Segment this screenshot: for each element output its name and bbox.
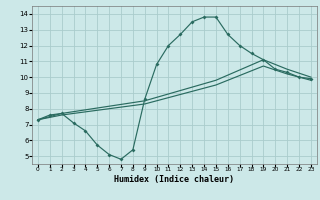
X-axis label: Humidex (Indice chaleur): Humidex (Indice chaleur) <box>115 175 234 184</box>
